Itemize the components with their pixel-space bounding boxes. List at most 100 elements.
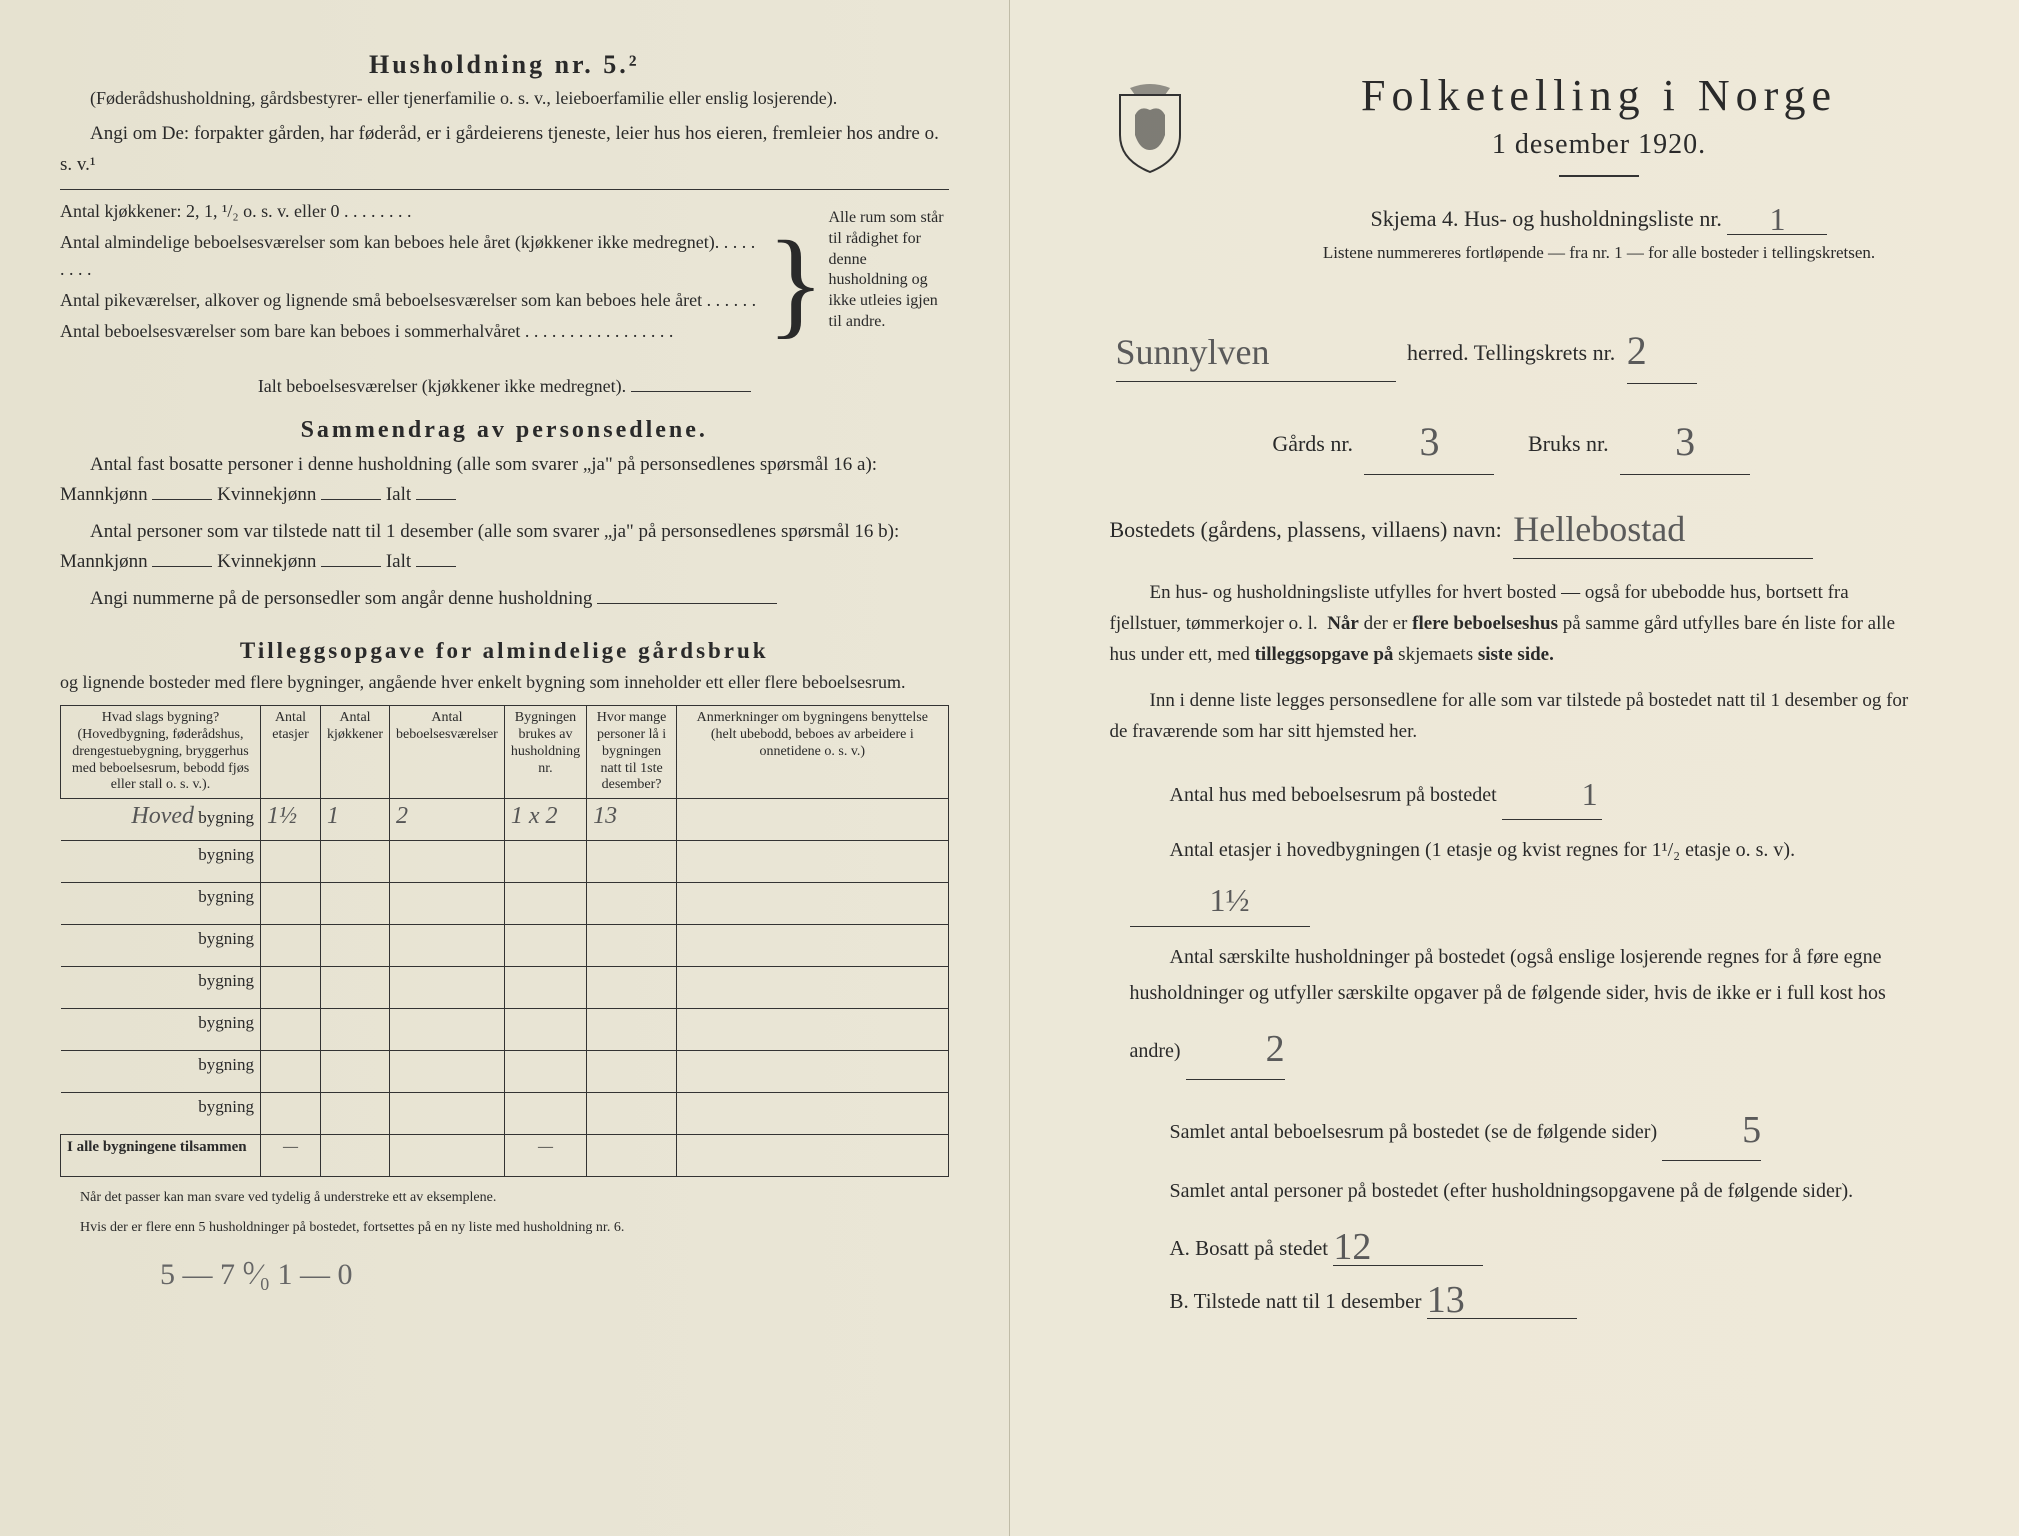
coat-of-arms-icon bbox=[1110, 80, 1190, 175]
gards-val: 3 bbox=[1419, 406, 1439, 478]
table-header-row: Hvad slags bygning? (Hovedbygning, føder… bbox=[61, 706, 949, 799]
tillegg-title: Tilleggsopgave for almindelige gårdsbruk bbox=[60, 638, 949, 664]
bosted-blank: Hellebostad bbox=[1513, 493, 1813, 559]
table-row: bygning bbox=[61, 1093, 949, 1135]
blank-ialt1 bbox=[416, 499, 456, 500]
bosted-val: Hellebostad bbox=[1513, 497, 1685, 562]
table-row: Hoved bygning 1½ 1 2 1 x 2 13 bbox=[61, 799, 949, 841]
left-page: Husholdning nr. 5.² (Føderådshusholdning… bbox=[0, 0, 1010, 1536]
sum5-row: Samlet antal personer på bostedet (efter… bbox=[1130, 1173, 1900, 1209]
sum2-blank: 1½ bbox=[1130, 868, 1310, 927]
sum4-row: Samlet antal beboelsesrum på bostedet (s… bbox=[1130, 1092, 1900, 1161]
skjema-label: Skjema 4. Hus- og husholdningsliste nr. bbox=[1371, 206, 1722, 231]
main-title: Folketelling i Norge bbox=[1239, 70, 1959, 121]
bosted-label: Bostedets (gårdens, plassens, villaens) … bbox=[1110, 517, 1502, 542]
sum2-label: Antal etasjer i hovedbygningen (1 etasje… bbox=[1170, 839, 1796, 861]
a-blank: 12 bbox=[1333, 1221, 1483, 1266]
bruks-label: Bruks nr. bbox=[1528, 431, 1609, 456]
household-note: (Føderådshusholdning, gårdsbestyrer- ell… bbox=[60, 86, 949, 111]
sum1-row: Antal hus med beboelsesrum på bostedet 1 bbox=[1130, 762, 1900, 821]
table-sum-row: I alle bygningene tilsammen —— bbox=[61, 1135, 949, 1177]
blank-ialt2 bbox=[416, 566, 456, 567]
hand-et: 1½ bbox=[267, 803, 297, 829]
sammendrag-line2: Antal personer som var tilstede natt til… bbox=[60, 517, 949, 578]
th-bebo: Antal beboelsesværelser bbox=[389, 706, 504, 799]
sammendrag-l1-text: Antal fast bosatte personer i denne hush… bbox=[60, 454, 877, 505]
bygning-lbl-1: bygning bbox=[198, 808, 254, 827]
lists-note: Listene nummereres fortløpende — fra nr.… bbox=[1239, 243, 1959, 263]
right-page: Folketelling i Norge 1 desember 1920. Sk… bbox=[1010, 0, 2019, 1536]
gards-label: Gårds nr. bbox=[1272, 431, 1353, 456]
bruks-blank: 3 bbox=[1620, 402, 1750, 475]
b-blank: 13 bbox=[1427, 1274, 1577, 1319]
bygning-lbl-3: bygning bbox=[61, 883, 261, 925]
brace-symbol: } bbox=[763, 198, 829, 368]
bygning-lbl-4: bygning bbox=[61, 925, 261, 967]
cell-name-1: Hoved bygning bbox=[61, 799, 261, 841]
bygning-lbl-5: bygning bbox=[61, 967, 261, 1009]
table-row: bygning bbox=[61, 1051, 949, 1093]
footer-note-2: Hvis der er flere enn 5 husholdninger på… bbox=[60, 1219, 949, 1237]
a-row: A. Bosatt på stedet 12 bbox=[1170, 1221, 1860, 1266]
b-row: B. Tilstede natt til 1 desember 13 bbox=[1170, 1274, 1860, 1319]
cell-hush-1: 1 x 2 bbox=[504, 799, 586, 841]
kv-label2: Kvinnekjønn bbox=[217, 551, 316, 572]
th-hush: Bygningen brukes av husholdning nr. bbox=[504, 706, 586, 799]
th-bygning: Hvad slags bygning? (Hovedbygning, føder… bbox=[61, 706, 261, 799]
table-row: bygning bbox=[61, 925, 949, 967]
ialt-line: Ialt beboelsesværelser (kjøkkener ikke m… bbox=[60, 376, 949, 397]
table-row: bygning bbox=[61, 841, 949, 883]
sum1-blank: 1 bbox=[1502, 762, 1602, 821]
blank-kv2 bbox=[321, 566, 381, 567]
hand-hoved: Hoved bbox=[131, 803, 194, 829]
crest-svg bbox=[1110, 80, 1190, 175]
b-label: B. Tilstede natt til 1 desember bbox=[1170, 1289, 1422, 1313]
th-anm: Anmerkninger om bygningens benyttelse (h… bbox=[677, 706, 948, 799]
title-row: Folketelling i Norge 1 desember 1920. Sk… bbox=[1070, 50, 1960, 293]
ialt-label1: Ialt bbox=[386, 484, 411, 505]
b-val: 13 bbox=[1427, 1278, 1465, 1322]
kv-label1: Kvinnekjønn bbox=[217, 484, 316, 505]
skjema-line: Skjema 4. Hus- og husholdningsliste nr. … bbox=[1239, 197, 1959, 235]
sum3-blank: 2 bbox=[1186, 1011, 1285, 1080]
rule-line bbox=[60, 186, 949, 190]
angi-num-line: Angi nummerne på de personsedler som ang… bbox=[60, 584, 949, 614]
cell-pers-1: 13 bbox=[587, 799, 677, 841]
cell-anm-1 bbox=[677, 799, 948, 841]
sum1-label: Antal hus med beboelsesrum på bostedet bbox=[1170, 784, 1497, 806]
sum-dash2: — bbox=[504, 1135, 586, 1177]
krets-blank: 2 bbox=[1627, 311, 1697, 384]
bruks-val: 3 bbox=[1675, 406, 1695, 478]
sammendrag-title: Sammendrag av personsedlene. bbox=[60, 417, 949, 444]
household-title: Husholdning nr. 5.² bbox=[60, 50, 949, 80]
hand-be: 2 bbox=[396, 803, 408, 829]
title-divider bbox=[1559, 175, 1639, 177]
bygning-lbl-2: bygning bbox=[61, 841, 261, 883]
gards-row: Gårds nr. 3 Bruks nr. 3 bbox=[1110, 402, 1920, 475]
angi-num-text: Angi nummerne på de personsedler som ang… bbox=[90, 588, 592, 609]
a-label: A. Bosatt på stedet bbox=[1170, 1236, 1329, 1260]
kitchen-line: Antal kjøkkener: 2, 1, ¹/₂ o. s. v. elle… bbox=[60, 198, 763, 225]
th-pers: Hvor mange personer lå i bygningen natt … bbox=[587, 706, 677, 799]
tillegg-note: og lignende bosteder med flere bygninger… bbox=[60, 670, 949, 695]
sum4-label: Samlet antal beboelsesrum på bostedet (s… bbox=[1170, 1121, 1658, 1143]
para1: En hus- og husholdningsliste utfylles fo… bbox=[1110, 577, 1920, 671]
hand-bottom-note: 5 — 7 ⁰⁄₀ 1 — 0 bbox=[60, 1257, 949, 1292]
ialt-label2: Ialt bbox=[386, 551, 411, 572]
sum3-row: Antal særskilte husholdninger på bostede… bbox=[1130, 939, 1900, 1080]
table-row: bygning bbox=[61, 1009, 949, 1051]
rooms-brace-group: Antal kjøkkener: 2, 1, ¹/₂ o. s. v. elle… bbox=[60, 198, 949, 368]
sum1-val: 1 bbox=[1542, 766, 1598, 824]
blank-nums bbox=[597, 603, 777, 604]
bygning-lbl-6: bygning bbox=[61, 1009, 261, 1051]
cell-etasjer-1: 1½ bbox=[261, 799, 321, 841]
cell-bebo-1: 2 bbox=[389, 799, 504, 841]
blank-kv1 bbox=[321, 499, 381, 500]
sum2-val: 1½ bbox=[1170, 872, 1250, 930]
hand-pe: 13 bbox=[593, 803, 617, 829]
sum4-val: 5 bbox=[1702, 1096, 1761, 1164]
ialt-blank bbox=[631, 391, 751, 392]
rooms-line-3: Antal beboelsesværelser som bare kan beb… bbox=[60, 318, 763, 345]
bosted-row: Bostedets (gårdens, plassens, villaens) … bbox=[1110, 493, 1920, 559]
table-row: bygning bbox=[61, 883, 949, 925]
